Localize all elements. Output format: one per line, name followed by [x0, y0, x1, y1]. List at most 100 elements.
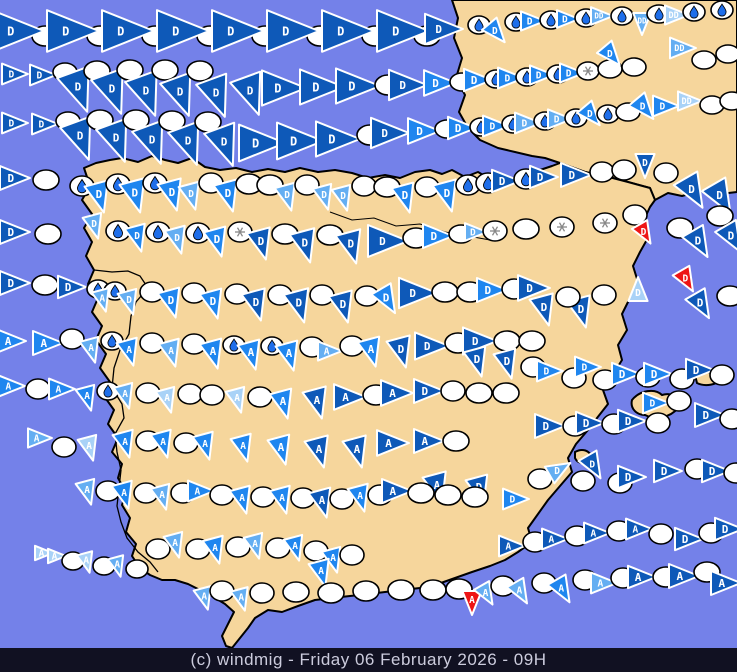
triangle-letter: A [354, 443, 361, 456]
wind-triangle: D [211, 9, 265, 53]
wind-triangle: D [672, 170, 704, 209]
triangle-letter: A [40, 337, 47, 350]
wind-triangle: A [198, 337, 223, 370]
wind-triangle: D [276, 121, 324, 161]
wind-triangle: D [229, 70, 262, 116]
triangle-letter: D [8, 69, 14, 80]
wind-triangle: D [288, 227, 316, 264]
wind-triangle: A [224, 385, 246, 414]
calm-ellipse [709, 364, 735, 386]
wind-triangle: D [556, 9, 580, 29]
wind-triangle: D [321, 9, 375, 53]
wind-triangle: D [315, 120, 361, 158]
triangle-letter: D [651, 368, 658, 381]
wind-triangle: D [0, 219, 31, 245]
wind-triangle: A [76, 433, 98, 462]
wind-triangle: D [492, 347, 517, 380]
wind-triangle: A [583, 521, 611, 545]
triangle-letter: D [126, 295, 132, 306]
triangle-letter: A [676, 570, 683, 583]
triangle-letter: D [541, 301, 548, 314]
triangle-letter: D [722, 523, 729, 536]
triangle-letter: D [392, 24, 399, 38]
wind-triangle: D [0, 165, 31, 191]
wind-triangle: A [590, 571, 618, 595]
wind-triangle: D [482, 114, 510, 138]
triangle-letter: D [169, 186, 176, 199]
calm-ellipse [145, 538, 171, 560]
wind-triangle: A [236, 338, 261, 371]
wind-triangle: D [167, 120, 200, 166]
triangle-letter: D [7, 226, 14, 239]
wind-triangle: D [423, 69, 457, 97]
triangle-letter: D [430, 230, 437, 243]
wind-triangle: DD [664, 4, 690, 26]
triangle-letter: A [34, 433, 40, 444]
triangle-letter: A [88, 343, 94, 354]
calm-ellipse [715, 44, 737, 64]
wind-triangle: D [502, 487, 530, 511]
triangle-letter: D [402, 189, 409, 202]
triangle-letter: A [718, 577, 725, 590]
wind-triangle: D [101, 9, 155, 53]
triangle-letter: D [543, 366, 549, 377]
triangle-letter: A [5, 335, 12, 348]
snowflake-icon [235, 227, 245, 237]
triangle-letter: A [316, 443, 323, 456]
calm-ellipse [249, 582, 275, 604]
wind-triangle: D [413, 378, 445, 404]
wind-triangle: D [156, 177, 182, 212]
triangle-letter: D [113, 132, 120, 145]
wind-triangle: A [75, 550, 94, 574]
triangle-letter: DD [669, 11, 679, 21]
calm-ellipse [493, 330, 521, 352]
calm-ellipse [440, 380, 466, 402]
triangle-letter: D [340, 298, 347, 311]
rain-ellipse [682, 2, 706, 22]
triangle-letter: A [357, 491, 363, 502]
wind-triangle: D [57, 274, 87, 300]
rain-drop-icon [112, 223, 124, 239]
calm-ellipse [621, 57, 647, 77]
triangle-letter: D [492, 26, 498, 37]
triangle-letter: A [505, 541, 511, 552]
triangle-letter: D [625, 415, 632, 428]
triangle-letter: D [290, 134, 297, 148]
triangle-letter: A [314, 394, 321, 407]
triangle-letter: A [126, 345, 132, 356]
triangle-letter: D [709, 465, 716, 478]
calm-ellipse [645, 412, 671, 434]
triangle-letter: A [635, 571, 642, 584]
wind-triangle: A [162, 530, 184, 559]
calm-ellipse [247, 386, 273, 408]
calm-ellipse [591, 284, 617, 306]
calm-ellipse [186, 60, 214, 82]
calm-ellipse [51, 436, 77, 458]
rain-drop-icon [546, 13, 556, 27]
wind-triangle: D [282, 287, 310, 324]
rain-drop-icon [689, 5, 699, 19]
rain-drop-icon [149, 175, 161, 191]
wind-triangle: D [643, 361, 673, 387]
wind-triangle: A [74, 477, 96, 506]
wind-triangle: A [78, 335, 100, 364]
triangle-letter: D [312, 80, 319, 94]
triangle-letter: A [5, 381, 11, 392]
calm-ellipse [32, 169, 60, 191]
wind-triangle: A [110, 479, 133, 510]
triangle-letter: D [258, 235, 265, 248]
wind-triangle: D [81, 211, 103, 240]
wind-triangle: A [112, 381, 134, 410]
triangle-letter: D [117, 24, 124, 38]
wind-triangle: D [212, 178, 238, 213]
wind-triangle: A [380, 379, 414, 407]
triangle-letter: A [86, 441, 92, 452]
triangle-letter: D [587, 109, 593, 120]
caption-text: (c) windmig - Friday 06 February 2026 - … [190, 650, 547, 669]
triangle-letter: D [253, 296, 260, 309]
calm-ellipse [706, 205, 734, 227]
wind-triangle: D [203, 121, 236, 167]
triangle-letter: D [348, 79, 355, 93]
wind-triangle: A [356, 335, 381, 368]
calm-ellipse [653, 162, 679, 184]
